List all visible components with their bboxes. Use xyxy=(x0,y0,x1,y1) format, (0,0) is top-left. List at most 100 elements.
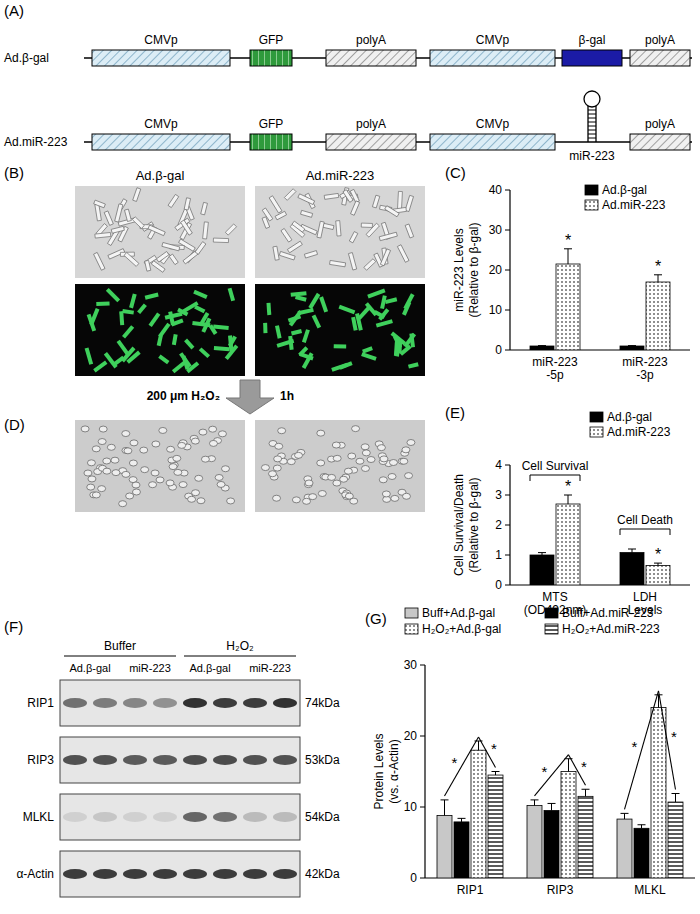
cell xyxy=(328,474,336,480)
cell xyxy=(389,460,397,466)
error-bar xyxy=(564,495,572,504)
band xyxy=(213,869,237,879)
hairpin-stem xyxy=(595,106,596,142)
micrograph-bg xyxy=(255,420,425,512)
band xyxy=(63,755,87,765)
cell xyxy=(273,495,281,501)
cell xyxy=(339,361,353,369)
cell xyxy=(292,497,300,503)
blot-row: MLKL54kDa xyxy=(23,794,340,840)
legend-key xyxy=(545,624,558,634)
error-bar xyxy=(564,249,572,264)
construct-element xyxy=(326,134,416,150)
y-tick xyxy=(505,350,510,351)
cell xyxy=(388,473,396,479)
micrograph xyxy=(255,284,425,376)
cell xyxy=(195,475,203,481)
construct-element xyxy=(92,50,230,66)
cell xyxy=(93,361,107,373)
cell xyxy=(348,453,356,459)
hairpin-loop xyxy=(584,91,600,107)
cell xyxy=(174,469,182,475)
cell xyxy=(87,484,95,490)
bar xyxy=(561,772,576,879)
band xyxy=(153,698,177,708)
significance-line xyxy=(535,755,569,796)
cell xyxy=(199,312,209,326)
cell xyxy=(352,426,360,432)
panel-label: (A) xyxy=(4,2,24,19)
y-tick-label: 20 xyxy=(489,263,503,277)
band xyxy=(153,812,177,822)
group-label: Buffer xyxy=(104,639,136,653)
micrograph-bg xyxy=(75,284,245,376)
cell xyxy=(172,360,187,373)
cell xyxy=(291,291,307,297)
band xyxy=(123,755,147,765)
error-bar xyxy=(441,800,449,816)
error-bar xyxy=(672,794,680,803)
cell xyxy=(218,431,226,437)
y-tick-label: 10 xyxy=(404,800,418,814)
cell xyxy=(209,426,217,432)
legend-key xyxy=(590,412,603,422)
y-tick xyxy=(505,190,510,191)
cell xyxy=(199,347,210,358)
y-tick xyxy=(505,310,510,311)
cell xyxy=(178,442,186,448)
cell xyxy=(333,455,341,461)
band xyxy=(273,698,297,708)
band xyxy=(273,755,297,765)
cell xyxy=(87,460,95,466)
band xyxy=(93,755,117,765)
cell xyxy=(215,474,223,480)
construct: Ad.β-galCMVpGFPpolyACMVpβ-galpolyA xyxy=(4,33,692,66)
band xyxy=(93,812,117,822)
band xyxy=(123,869,147,879)
cell xyxy=(94,200,106,208)
cell xyxy=(104,352,118,368)
band xyxy=(273,869,297,879)
cell xyxy=(173,455,181,461)
bar xyxy=(617,819,632,878)
bar xyxy=(454,822,469,878)
significance-label: * xyxy=(452,754,458,771)
significance-line xyxy=(445,737,479,796)
cell xyxy=(122,431,130,437)
cell xyxy=(126,493,134,499)
cell xyxy=(113,356,125,367)
cell xyxy=(103,468,111,474)
x-tick-label: miR-223-3p xyxy=(622,355,668,382)
band xyxy=(243,755,267,765)
cell xyxy=(348,253,356,270)
cell xyxy=(99,426,107,432)
cell xyxy=(366,223,379,237)
cell xyxy=(333,480,341,486)
cell xyxy=(361,465,369,471)
cell xyxy=(159,427,167,433)
cell xyxy=(391,495,399,501)
y-tick-label: 40 xyxy=(489,183,503,197)
cell xyxy=(184,198,190,210)
y-label: (Relative to β-gal) xyxy=(467,478,481,573)
y-axis xyxy=(509,190,510,350)
bar xyxy=(651,708,666,878)
cell xyxy=(122,309,134,315)
cell xyxy=(287,459,295,465)
blot-row: RIP353kDa xyxy=(27,737,340,783)
cell xyxy=(334,344,347,348)
cell xyxy=(188,496,196,502)
column-title: Ad.β-gal xyxy=(136,168,185,183)
cell xyxy=(304,251,317,258)
y-label: (Relative to β-gal) xyxy=(467,223,481,318)
hairpin-rung xyxy=(588,130,596,131)
error-bar xyxy=(628,345,636,346)
lane-label: miR-223 xyxy=(249,662,291,674)
cell xyxy=(201,456,209,462)
cell xyxy=(405,224,414,238)
group-line xyxy=(64,656,176,657)
bar xyxy=(530,555,554,585)
hairpin-rung xyxy=(588,114,596,115)
bar xyxy=(544,811,559,878)
cell xyxy=(400,458,408,464)
